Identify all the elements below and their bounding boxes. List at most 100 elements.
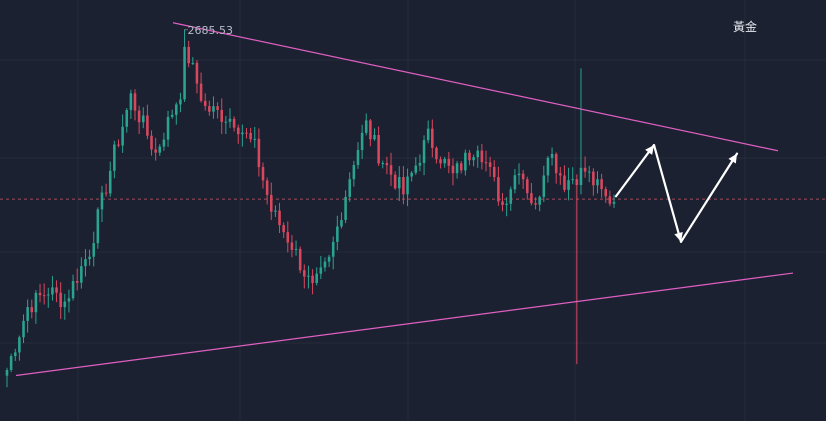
candle-body xyxy=(253,138,257,140)
candle-body xyxy=(303,270,306,277)
candle-body xyxy=(501,201,504,205)
candle-body xyxy=(439,159,442,164)
candle-body xyxy=(5,369,9,376)
candle-body xyxy=(381,163,385,165)
trendlines xyxy=(15,22,794,377)
projection-arrow xyxy=(614,143,656,198)
candle-body xyxy=(13,352,17,357)
candle-body xyxy=(410,172,413,177)
candle-body xyxy=(592,171,595,186)
candle-body xyxy=(187,46,190,64)
candle-body xyxy=(476,150,480,158)
candle-body xyxy=(282,225,285,233)
candle-body xyxy=(336,226,339,242)
candle-body xyxy=(18,337,21,353)
candle-body xyxy=(575,179,579,186)
candle-body xyxy=(150,135,153,150)
candle-body xyxy=(55,287,58,293)
candle-body xyxy=(369,120,372,140)
candle-body xyxy=(497,177,500,202)
candle-body xyxy=(100,192,104,210)
candle-body xyxy=(125,109,129,127)
candle-body xyxy=(509,189,513,204)
candle-body xyxy=(480,150,484,163)
candle-body xyxy=(195,62,199,84)
candle-body xyxy=(208,106,211,112)
candle-body xyxy=(154,149,157,153)
candle-body xyxy=(447,158,451,166)
candle-body xyxy=(402,177,405,195)
candle-body xyxy=(604,189,608,197)
candle-body xyxy=(360,132,364,151)
candle-body xyxy=(315,273,318,284)
candle-body xyxy=(583,167,587,172)
candle-body xyxy=(323,261,327,268)
candle-body xyxy=(191,62,195,64)
candle-body xyxy=(517,173,521,176)
candle-body xyxy=(22,320,25,338)
candle-body xyxy=(26,307,29,321)
candle-body xyxy=(596,179,599,186)
candle-body xyxy=(546,157,550,176)
candle-body xyxy=(96,209,100,244)
candle-body xyxy=(274,210,277,212)
candle-body xyxy=(249,132,252,140)
candle-body xyxy=(236,127,240,135)
candle-body xyxy=(414,165,418,173)
candle-body xyxy=(294,248,298,250)
candle-body xyxy=(397,177,401,189)
candle-body xyxy=(141,115,145,123)
candle-body xyxy=(84,259,87,267)
candle-body xyxy=(129,93,133,110)
candle-body xyxy=(468,152,471,161)
candle-body xyxy=(538,196,541,205)
candle-body xyxy=(364,120,368,133)
candle-body xyxy=(521,173,525,180)
candle-body xyxy=(290,242,294,250)
candle-body xyxy=(534,203,537,205)
candle-body xyxy=(241,132,244,135)
candle-body xyxy=(183,46,186,100)
candle-body xyxy=(67,298,71,302)
candle-body xyxy=(340,219,343,227)
projection-arrowhead xyxy=(674,231,683,242)
candle-body xyxy=(212,106,215,112)
candle-body xyxy=(104,192,108,194)
candle-body xyxy=(554,153,558,174)
candle-body xyxy=(492,166,496,178)
candle-body xyxy=(113,144,116,171)
candle-body xyxy=(59,292,62,308)
candle-body xyxy=(92,243,95,257)
candle-body xyxy=(158,146,162,153)
symbol-label: 黃金 xyxy=(733,20,758,34)
candle-body xyxy=(75,281,79,283)
candle-body xyxy=(71,281,75,299)
candle-body xyxy=(422,140,426,163)
candle-body xyxy=(216,106,219,110)
candle-body xyxy=(571,179,574,181)
candle-body xyxy=(311,275,314,284)
candles xyxy=(5,29,616,388)
candle-body xyxy=(344,196,347,220)
projection-arrows xyxy=(614,143,739,243)
candle-body xyxy=(406,176,409,195)
candle-body xyxy=(162,139,166,147)
candle-body xyxy=(513,175,517,190)
candle-body xyxy=(278,210,281,226)
candle-body xyxy=(459,163,463,171)
candle-body xyxy=(121,126,124,146)
candle-body xyxy=(373,135,376,140)
peak-price-label: 2685.53 xyxy=(188,24,234,37)
candle-body xyxy=(228,118,232,122)
projection-arrowhead xyxy=(728,153,737,164)
candle-body xyxy=(389,165,393,175)
candle-body xyxy=(203,100,207,107)
candle-body xyxy=(80,266,83,283)
candle-body xyxy=(38,292,42,296)
candle-body xyxy=(488,162,492,167)
candle-body xyxy=(47,294,50,296)
candle-body xyxy=(63,301,67,308)
